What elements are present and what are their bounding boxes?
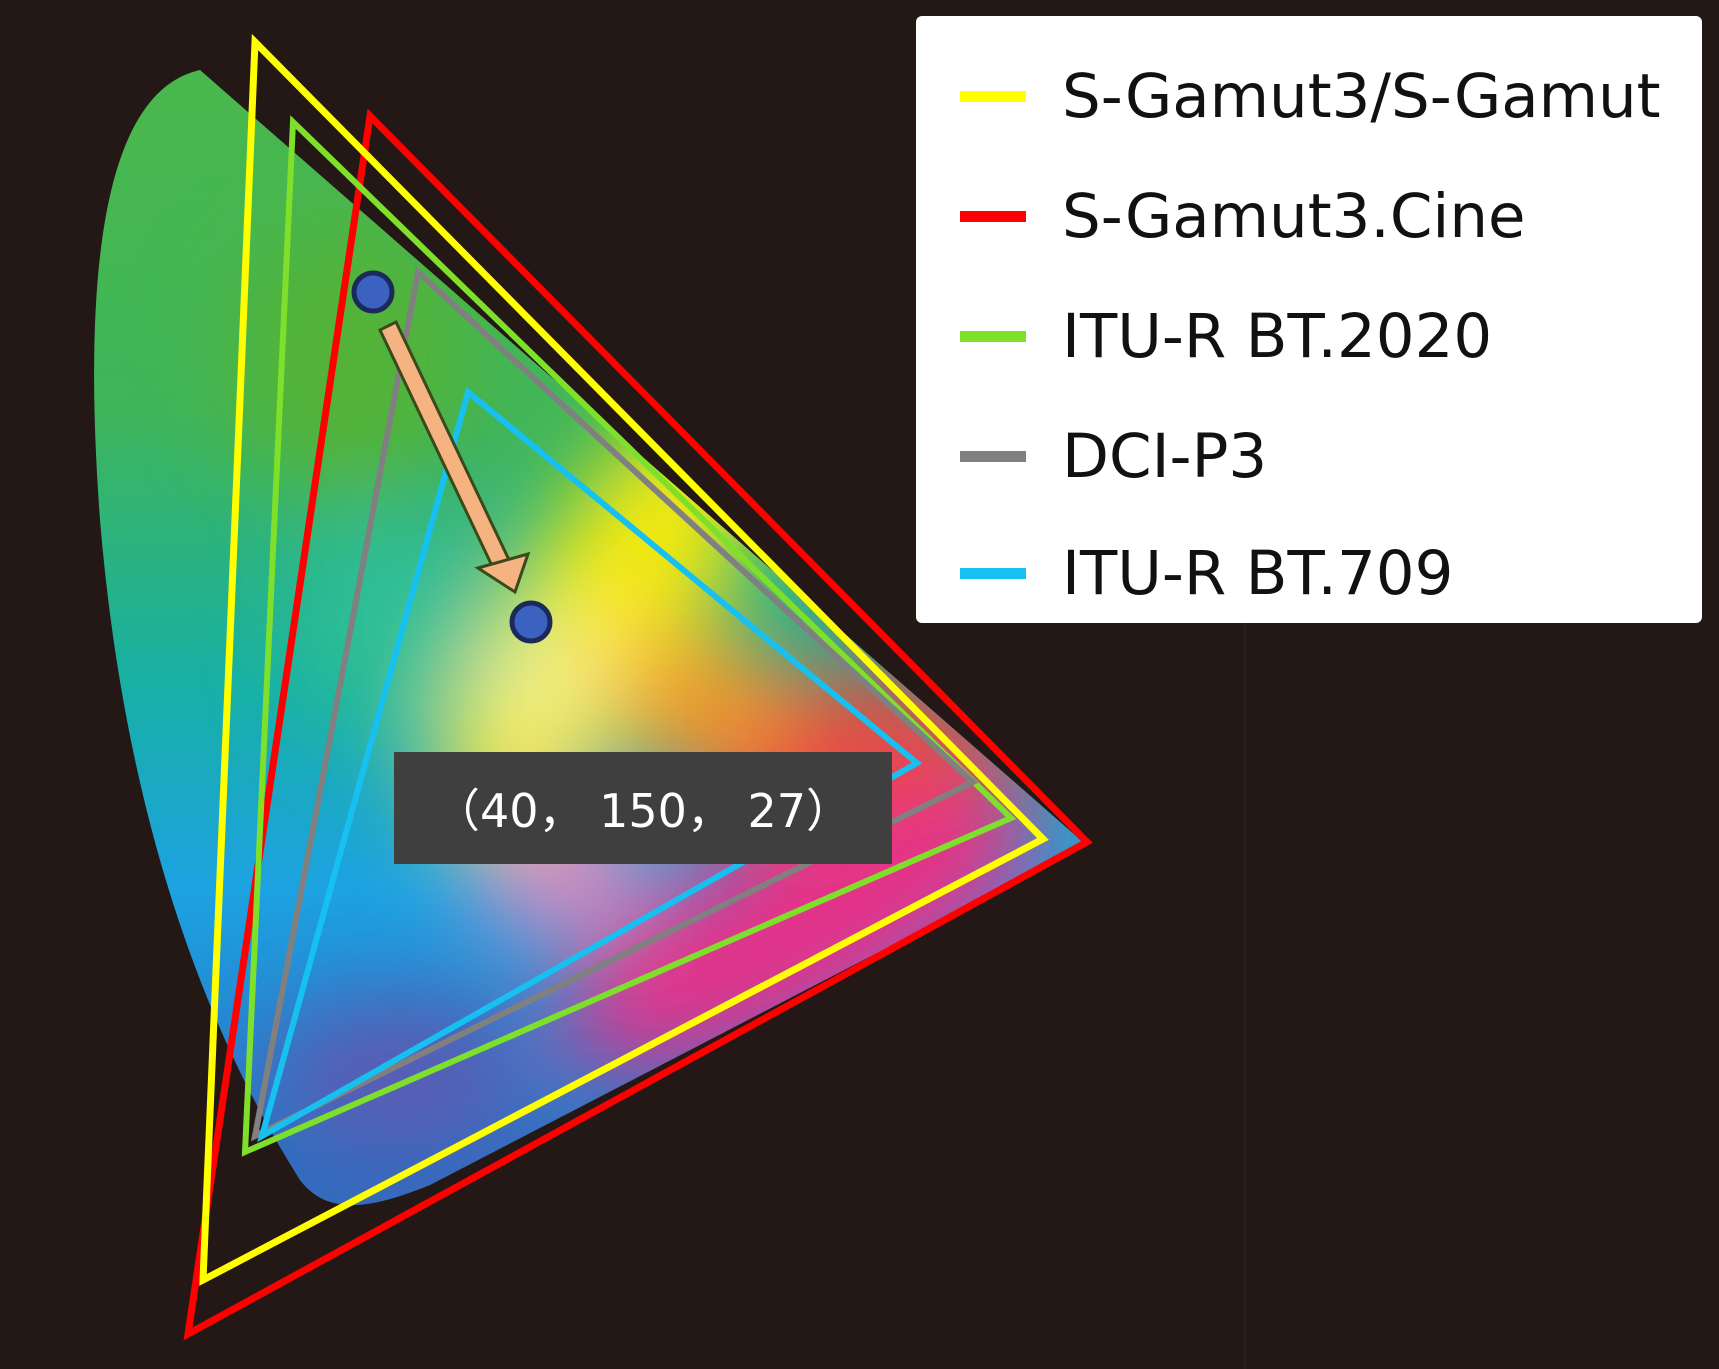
s-gamut3-cine-triangle <box>183 108 1093 1341</box>
legend-item-bt709: ITU-R BT.709 <box>960 528 1453 618</box>
legend-item-s-gamut3: S-Gamut3/S-Gamut <box>960 51 1661 141</box>
dci-p3-triangle <box>250 266 979 1142</box>
bt2020-triangle <box>241 115 1017 1157</box>
coordinate-label-box: （40， 150， 27） <box>394 752 892 864</box>
legend-swatch-s-gamut3-cine <box>960 210 1026 222</box>
legend-label: ITU-R BT.2020 <box>1062 300 1493 372</box>
legend-label: DCI-P3 <box>1062 420 1268 492</box>
legend-item-s-gamut3-cine: S-Gamut3.Cine <box>960 171 1526 261</box>
legend-swatch-bt709 <box>960 567 1026 579</box>
legend-label: ITU-R BT.709 <box>1062 537 1454 609</box>
direction-arrow <box>378 319 531 595</box>
legend-label: S-Gamut3.Cine <box>1062 180 1526 252</box>
legend-swatch-bt2020 <box>960 330 1026 342</box>
bt709-triangle <box>257 386 923 1143</box>
legend-swatch-dci-p3 <box>960 450 1026 462</box>
legend: S-Gamut3/S-Gamut S-Gamut3.Cine ITU-R BT.… <box>916 16 1702 623</box>
end-point-marker <box>509 600 553 644</box>
legend-label: S-Gamut3/S-Gamut <box>1062 60 1661 132</box>
coordinate-label: （40， 150， 27） <box>433 784 853 838</box>
legend-item-dci-p3: DCI-P3 <box>960 411 1267 501</box>
s-gamut3-triangle <box>199 33 1049 1286</box>
legend-swatch-s-gamut3 <box>960 90 1026 102</box>
start-point-marker <box>351 270 395 314</box>
gamut-triangles <box>183 33 1093 1341</box>
legend-item-bt2020: ITU-R BT.2020 <box>960 291 1492 381</box>
